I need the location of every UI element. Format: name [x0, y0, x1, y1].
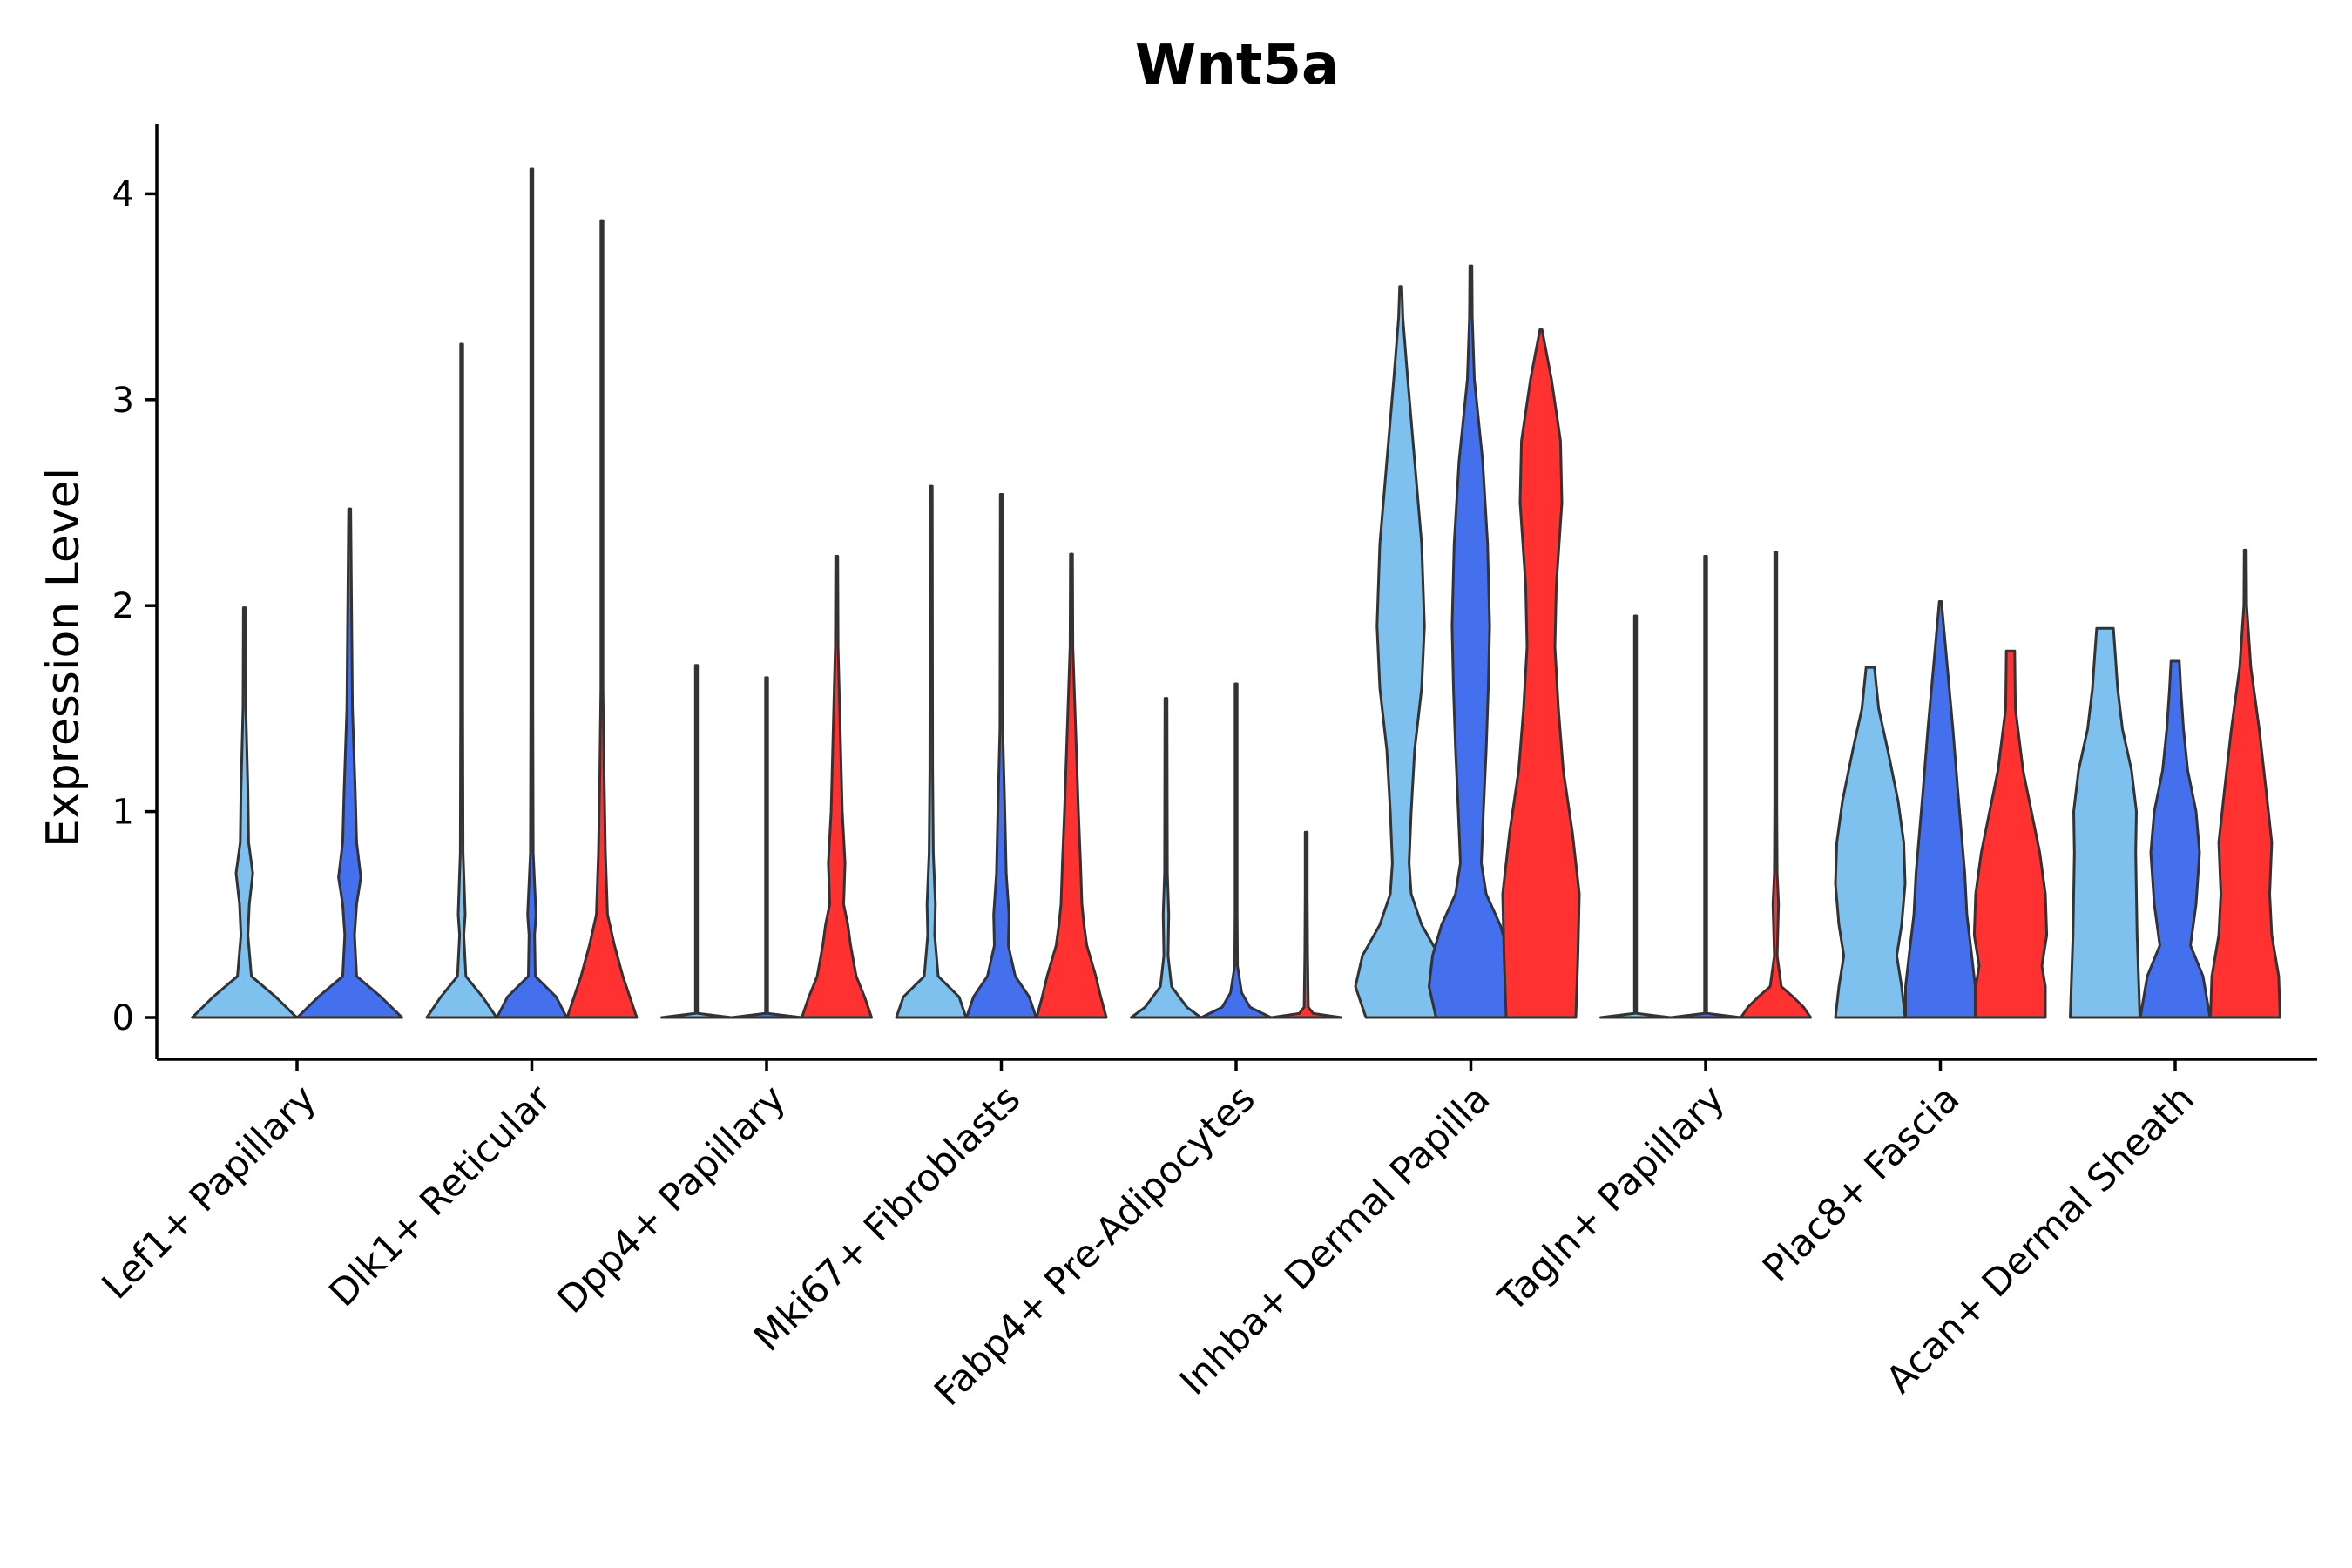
y-tick-label: 1	[112, 793, 134, 833]
chart-title: Wnt5a	[1135, 33, 1339, 98]
violin-6-2	[1428, 264, 1514, 1019]
violin-9-3	[2209, 548, 2281, 1019]
violin-3-2	[730, 676, 803, 1019]
violin-1-2	[295, 507, 403, 1019]
violin-8-1	[1834, 666, 1907, 1019]
violin-7-2	[1669, 555, 1742, 1019]
violin-2-3	[565, 219, 639, 1019]
violin-4-3	[1035, 552, 1108, 1019]
y-tick-label: 4	[112, 174, 134, 214]
violin-9-1	[2069, 626, 2141, 1019]
violin-layer	[191, 167, 2281, 1019]
x-tick-label: Dlk1+ Reticular	[321, 1077, 560, 1315]
violin-8-2	[1904, 600, 1977, 1019]
y-tick-label: 2	[112, 586, 134, 626]
y-tick-label: 0	[112, 998, 134, 1038]
x-tick-label: Plac8+ Fascia	[1754, 1077, 1968, 1290]
y-tick-label: 3	[112, 381, 134, 421]
violin-2-2	[496, 167, 568, 1019]
violin-7-1	[1599, 614, 1672, 1019]
violin-1-1	[191, 606, 299, 1019]
violin-4-1	[895, 484, 968, 1019]
violin-8-3	[1972, 649, 2049, 1019]
x-tick-label: Lef1+ Papillary	[94, 1077, 325, 1308]
violin-6-1	[1354, 285, 1448, 1019]
violin-3-3	[801, 555, 873, 1019]
violin-3-1	[660, 664, 733, 1019]
violin-4-2	[965, 493, 1037, 1019]
x-tick-label: Mki67+ Fibroblasts	[746, 1077, 1029, 1360]
violin-5-1	[1130, 697, 1202, 1019]
x-tick-label: Dpp4+ Papillary	[550, 1077, 794, 1321]
violin-6-3	[1501, 328, 1581, 1019]
violin-2-1	[425, 342, 498, 1019]
violin-7-3	[1740, 551, 1812, 1019]
violin-5-3	[1270, 830, 1342, 1019]
violin-5-2	[1200, 682, 1273, 1019]
y-axis-label: Expression Level	[37, 468, 90, 848]
violin-9-2	[2139, 659, 2212, 1019]
x-tick-label: Tagln+ Papillary	[1490, 1077, 1734, 1321]
